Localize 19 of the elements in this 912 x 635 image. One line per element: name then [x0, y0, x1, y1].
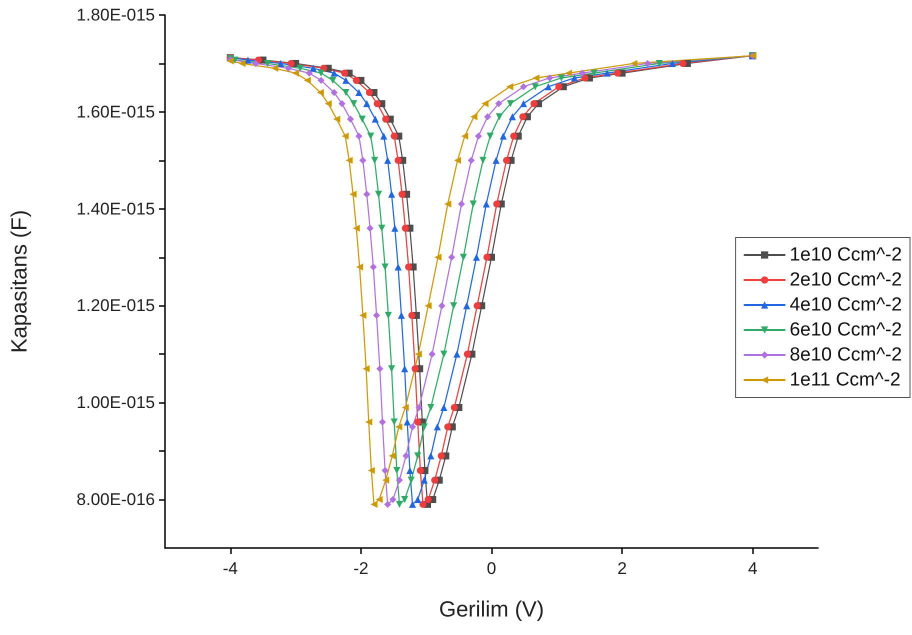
- y-tick-label: 1.00E-015: [76, 393, 155, 412]
- legend-label: 2e10 Ccm^-2: [790, 270, 902, 290]
- y-tick-label: 1.80E-015: [76, 6, 155, 24]
- y-tick-label: 1.20E-015: [76, 296, 155, 316]
- x-tick-label: -2: [353, 559, 368, 578]
- x-tick-label: 0: [486, 559, 496, 578]
- legend-label: 1e11 Ccm^-2: [790, 370, 901, 390]
- y-tick-label: 1.60E-015: [76, 102, 155, 122]
- legend-label: 8e10 Ccm^-2: [790, 344, 902, 366]
- x-tick-label: 2: [617, 559, 627, 578]
- legend-label: 1e10 Ccm^-2: [790, 244, 902, 266]
- y-tick-label: 8.00E-016: [76, 490, 155, 510]
- x-axis-title: Gerilim (V): [438, 596, 544, 622]
- y-axis-title: Kapasitans (F): [6, 210, 32, 354]
- y-tick-label: 1.40E-015: [76, 199, 155, 218]
- legend-label: 4e10 Ccm^-2: [790, 294, 902, 316]
- x-tick-label: -4: [222, 559, 238, 578]
- x-tick-label: 4: [748, 559, 758, 578]
- legend-label: 6e10 Ccm^-2: [790, 320, 902, 340]
